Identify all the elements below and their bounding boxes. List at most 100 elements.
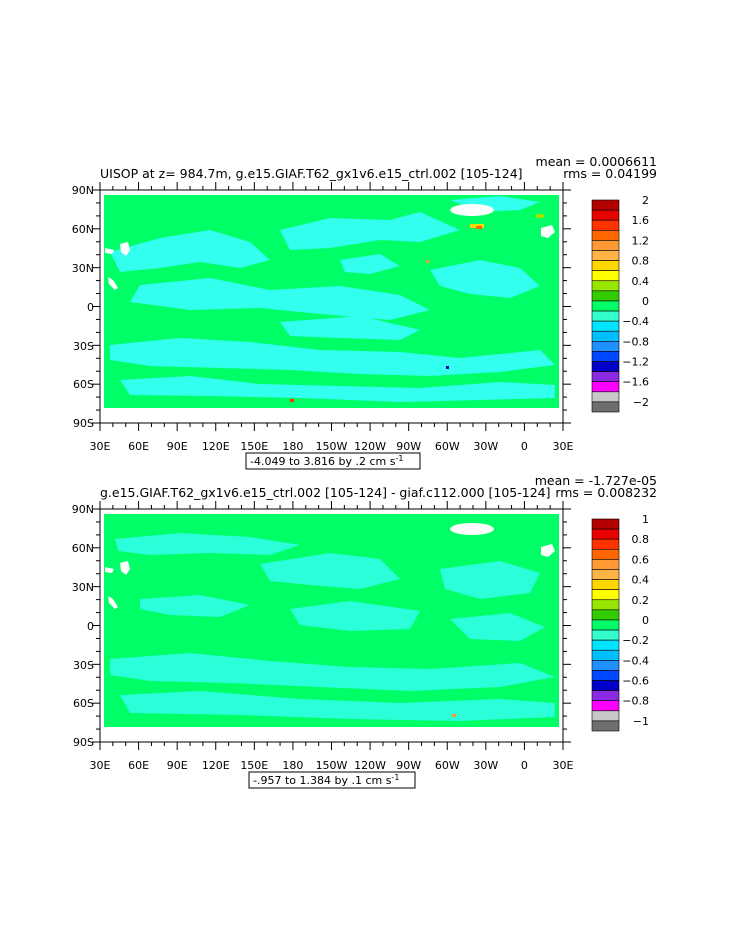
colorbar-swatch xyxy=(591,660,620,671)
colorbar-swatch xyxy=(591,589,620,601)
colorbar-swatch xyxy=(591,569,620,580)
lon-label: 120W xyxy=(354,759,386,772)
lat-label: 30S xyxy=(73,340,94,353)
lat-label: 90S xyxy=(73,417,94,430)
colorbar-swatch xyxy=(591,599,620,611)
svg-text:-.957 to 1.384 by .1 cm s-1: -.957 to 1.384 by .1 cm s-1 xyxy=(253,773,399,787)
colorbar-label: −0.4 xyxy=(622,654,649,667)
panel-1-mean: mean = 0.0006611 xyxy=(536,154,657,169)
colorbar-swatch xyxy=(591,270,620,282)
colorbar-label: 0.6 xyxy=(632,553,650,566)
colorbar-swatch xyxy=(591,320,620,332)
panel-2-lon-labels: 30E 60E 90E 120E 150E 180 150W 120W 90W … xyxy=(90,759,574,772)
range-sup: -1 xyxy=(395,454,403,463)
colorbar-swatch xyxy=(591,649,620,661)
lon-label: 30E xyxy=(90,759,111,772)
colorbar-swatch xyxy=(591,619,620,631)
panel-1-lon-labels: 30E 60E 90E 120E 150E 180 150W 120W 90W … xyxy=(90,440,574,453)
colorbar-swatch xyxy=(591,528,620,540)
lon-label: 90E xyxy=(167,440,188,453)
colorbar-label: −1 xyxy=(633,715,649,728)
land-masks xyxy=(105,204,555,290)
colorbar-label: −2 xyxy=(633,396,649,409)
colorbar-label: 0.4 xyxy=(632,574,650,587)
colorbar-label: 0.2 xyxy=(632,594,650,607)
panel-1-lat-labels: 90N 60N 30N 0 30S 60S 90S xyxy=(72,184,94,430)
colorbar-label: −1.2 xyxy=(622,356,649,369)
colorbar-swatch xyxy=(591,720,620,732)
lat-label: 0 xyxy=(87,620,94,633)
colorbar-swatch xyxy=(591,559,620,570)
colorbar-swatch xyxy=(591,639,620,651)
colorbar-swatch xyxy=(591,710,620,722)
lon-label: 150W xyxy=(316,759,348,772)
lat-label: 60N xyxy=(72,223,94,236)
colorbar-label: 0 xyxy=(642,614,649,627)
lon-label: 120E xyxy=(202,440,230,453)
svg-text:-4.049 to 3.816 by .2 cm s-1: -4.049 to 3.816 by .2 cm s-1 xyxy=(250,454,403,468)
cyan-patches xyxy=(110,196,555,402)
colorbar-swatch xyxy=(591,229,620,241)
colorbar-swatch xyxy=(591,361,620,372)
panel-1-colorbar: 2 1.6 1.2 0.8 0.4 0 −0.4 −0.8 −1.2 −1.6 −2 xyxy=(591,194,650,413)
colorbar-label: −0.8 xyxy=(622,695,649,708)
lon-label: 90W xyxy=(396,440,421,453)
colorbar-swatch xyxy=(591,219,620,231)
colorbar-swatch xyxy=(591,609,620,621)
panel-2-colorbar: 1 0.8 0.6 0.4 0.2 0 −0.2 −0.4 −0.6 −0.8 −1 xyxy=(591,513,650,732)
range-sup: -1 xyxy=(391,773,399,782)
lat-label: 0 xyxy=(87,301,94,314)
antarctica-mask xyxy=(104,408,559,418)
lat-label: 30N xyxy=(72,262,94,275)
lat-label: 30S xyxy=(73,659,94,672)
lat-label: 60S xyxy=(73,697,94,710)
panel-2: g.e15.GIAF.T62_gx1v6.e15_ctrl.002 [105-1… xyxy=(72,473,657,789)
anomaly-specks xyxy=(290,214,544,402)
anomaly-specks xyxy=(452,714,456,717)
colorbar-swatch xyxy=(591,680,620,691)
colorbar-swatch xyxy=(591,518,620,530)
lon-label: 30E xyxy=(90,440,111,453)
colorbar-swatch xyxy=(591,199,620,211)
lon-label: 30W xyxy=(473,759,498,772)
lon-label: 150W xyxy=(316,440,348,453)
colorbar-label: 0 xyxy=(642,295,649,308)
colorbar-swatch xyxy=(591,700,620,712)
colorbar-label: 1.2 xyxy=(632,234,650,247)
colorbar-swatch xyxy=(591,310,620,322)
lon-label: 0 xyxy=(521,759,528,772)
colorbar-label: 0.8 xyxy=(632,533,650,546)
colorbar-swatch xyxy=(591,240,620,251)
panel-1-map xyxy=(92,182,571,431)
colorbar-swatch xyxy=(591,670,620,681)
lat-label: 90S xyxy=(73,736,94,749)
colorbar-label: −0.6 xyxy=(622,675,649,688)
colorbar-swatch xyxy=(591,209,620,221)
panel-2-map xyxy=(92,501,571,750)
colorbar-label: −0.2 xyxy=(622,634,649,647)
colorbar-swatch xyxy=(591,290,620,302)
lon-label: 60W xyxy=(435,759,460,772)
panel-2-lat-labels: 90N 60N 30N 0 30S 60S 90S xyxy=(72,503,94,749)
lon-label: 30E xyxy=(553,440,574,453)
cyan-patches xyxy=(110,533,555,721)
lon-label: 30E xyxy=(553,759,574,772)
colorbar-swatch xyxy=(591,280,620,292)
panel-1-rms: rms = 0.04199 xyxy=(563,166,657,181)
lon-label: 90W xyxy=(396,759,421,772)
lon-label: 30W xyxy=(473,440,498,453)
panel-1: UISOP at z= 984.7m, g.e15.GIAF.T62_gx1v6… xyxy=(72,154,657,470)
colorbar-swatch xyxy=(591,371,620,383)
lon-label: 150E xyxy=(240,759,268,772)
colorbar-swatch xyxy=(591,351,620,362)
lat-label: 90N xyxy=(72,184,94,197)
colorbar-label: 0.4 xyxy=(632,275,650,288)
lon-label: 60E xyxy=(128,759,149,772)
panel-1-ticks xyxy=(92,182,571,431)
land-masks xyxy=(105,523,555,609)
lon-label: 60W xyxy=(435,440,460,453)
range-label: -.957 to 1.384 by .1 cm s xyxy=(253,774,392,787)
colorbar-swatch xyxy=(591,548,620,560)
lat-label: 90N xyxy=(72,503,94,516)
